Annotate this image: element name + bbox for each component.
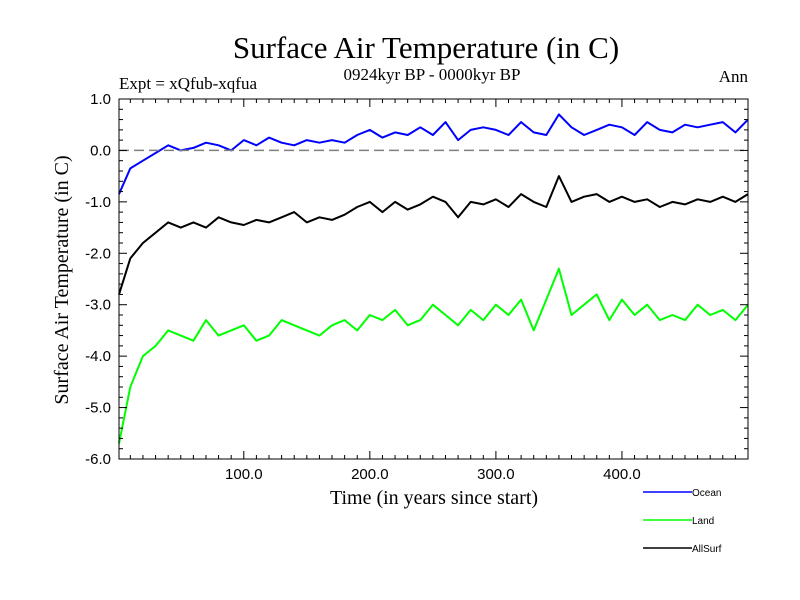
x-tick-label: 400.0 [603,466,641,483]
x-tick-label: 100.0 [225,466,263,483]
y-tick-label: -5.0 [85,400,111,417]
x-tick-label: 300.0 [477,466,515,483]
legend-label-ocean: Ocean [692,488,721,499]
y-tick-label: -3.0 [85,297,111,314]
chart-title: Surface Air Temperature (in C) [233,30,619,65]
y-axis-label: Surface Air Temperature (in C) [51,155,73,404]
legend: Ocean Land AllSurf [643,488,722,555]
series-line-ocean [118,113,749,195]
y-tick-label: -4.0 [85,348,111,365]
y-tick-label: -2.0 [85,245,111,262]
series-line-land [118,267,749,444]
y-tick-label: 0.0 [90,142,111,159]
y-tick-label: -6.0 [85,451,111,468]
y-tick-label: 1.0 [90,91,111,108]
y-tick-label: -1.0 [85,194,111,211]
series-layer [118,113,749,444]
axis-layer: 100.0 200.0 300.0 400.0 1.0 0.0 -1.0 -2.0 -3.0 -4… [85,91,748,483]
chart-subtitle: 0924kyr BP - 0000kyr BP [344,65,521,84]
experiment-label: Expt = xQfub-xqfua [119,74,257,93]
legend-label-land: Land [692,516,714,527]
season-label: Ann [719,67,749,86]
x-axis-label: Time (in years since start) [330,487,538,509]
x-tick-label: 200.0 [351,466,389,483]
plot-frame [118,98,749,460]
legend-label-allsurf: AllSurf [692,544,722,555]
series-line-allsurf [118,175,749,295]
